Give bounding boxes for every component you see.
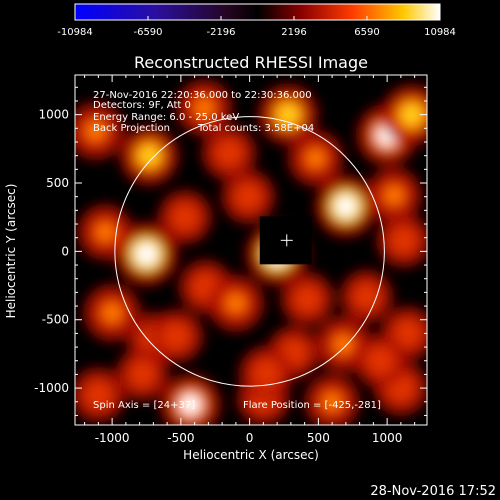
axis-ticks: -1000 -500 0 500 1000 -1000 -500 0 500 1000	[34, 75, 427, 445]
x-tick-label: -500	[167, 431, 194, 445]
y-tick-label: 500	[46, 176, 69, 190]
detectors-label: Detectors: 9F, Att 0	[93, 100, 191, 111]
colorbar-tick-label: -6590	[133, 27, 162, 38]
x-axis-label: Heliocentric X (arcsec)	[183, 448, 319, 462]
y-tick-label: 1000	[38, 108, 69, 122]
y-tick-label: -500	[42, 313, 69, 327]
heat-source-core	[168, 328, 185, 344]
spin-axis-label: Spin Axis = [24+37]	[93, 400, 195, 411]
heat-source-core	[134, 366, 151, 383]
colorbar-tick-label: 6590	[354, 27, 379, 38]
colorbar-tick-label: 2196	[281, 27, 306, 38]
colorbar-tick-label: -2196	[206, 27, 235, 38]
heat-source-core	[335, 195, 357, 217]
heat-source-core	[90, 386, 107, 404]
solar-limb-circle	[114, 116, 385, 387]
heat-source-core	[299, 291, 316, 308]
plot-frame	[74, 74, 428, 426]
heat-source-core	[96, 223, 114, 241]
heat-source-core	[240, 188, 257, 205]
y-axis-label: Heliocentric Y (arcsec)	[4, 184, 18, 319]
y-tick-label: -1000	[34, 381, 69, 395]
heat-source-core	[139, 146, 159, 166]
colorbar-tick-label: 10984	[424, 27, 456, 38]
heat-source-core	[195, 99, 213, 117]
x-tick-label: 500	[307, 431, 330, 445]
heat-source-core	[395, 232, 412, 249]
heat-source-core	[86, 121, 105, 141]
chart-title: Reconstructed RHESSI Image	[134, 53, 368, 72]
heat-source-core	[176, 209, 194, 226]
heat-source-core	[401, 104, 422, 125]
center-crosshair	[280, 234, 293, 247]
time-range-label: 27-Nov-2016 22:20:36.000 to 22:30:36.000	[93, 90, 312, 101]
energy-range-label: Energy Range: 6.0 - 25.0 keV	[93, 112, 239, 123]
heat-source-core	[278, 104, 299, 125]
y-tick-label: 0	[61, 244, 69, 258]
footer-timestamp: 28-Nov-2016 17:52	[370, 484, 496, 499]
heat-source-core	[307, 149, 325, 167]
heat-source-core	[180, 394, 201, 415]
heat-source-core	[220, 144, 238, 162]
heat-source-core	[323, 393, 341, 411]
heat-source-core	[135, 243, 158, 266]
heat-source-core	[372, 352, 389, 369]
total-counts-label: Total counts: 3.58E+04	[197, 123, 314, 134]
heat-source-core	[258, 365, 275, 382]
colorbar-tick-label: -10984	[57, 27, 92, 38]
x-tick-label: 0	[246, 431, 254, 445]
x-tick-label: -1000	[95, 431, 130, 445]
heat-source-core	[334, 335, 352, 354]
flare-position-label: Flare Position = [-425,-281]	[243, 400, 381, 411]
x-tick-label: 1000	[372, 431, 403, 445]
heat-source-core	[392, 379, 410, 397]
colorbar-ticks: -10984 -6590 -2196 2196 6590 10984	[57, 16, 456, 38]
heat-source-core	[358, 288, 375, 305]
heat-source-core	[103, 303, 122, 322]
heat-source-core	[399, 325, 416, 342]
method-label: Back Projection	[93, 123, 170, 134]
heat-source-core	[227, 294, 245, 313]
heat-source-core	[285, 344, 302, 361]
heat-source-core	[197, 278, 214, 295]
colorbar	[74, 3, 441, 21]
heat-source-core	[385, 186, 403, 204]
